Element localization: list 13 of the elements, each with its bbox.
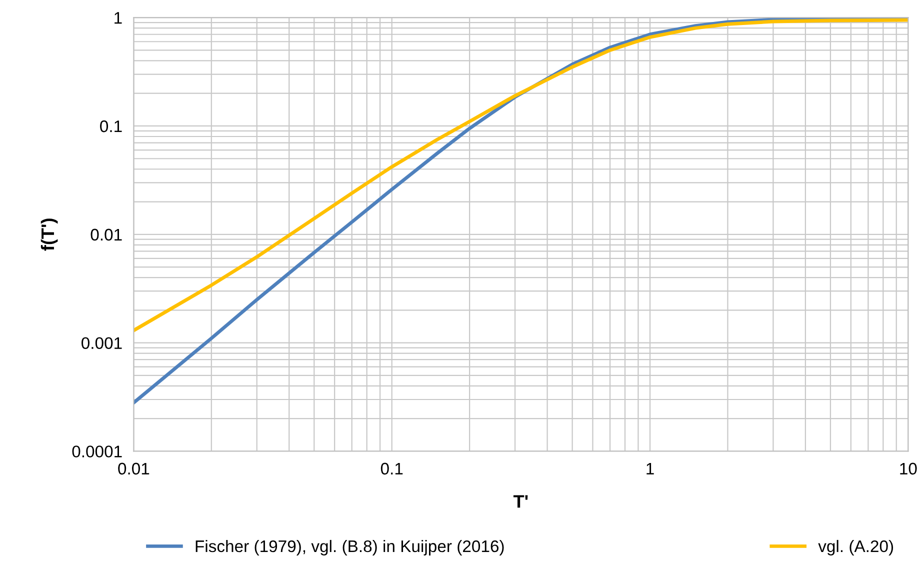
y-tick-label: 0.001: [82, 337, 122, 350]
x-tick-label: 0.01: [118, 462, 150, 475]
y-tick-label: 0.1: [100, 120, 122, 132]
y-tick-label: 1: [114, 12, 122, 24]
x-axis-title: T': [513, 495, 528, 508]
x-tick-label: 10: [900, 462, 917, 475]
legend-label: vgl. (A.20): [818, 540, 894, 556]
y-tick-label: 0.0001: [72, 446, 122, 458]
x-tick-label: 1: [646, 462, 654, 474]
y-axis-title: f(T'): [40, 218, 58, 251]
x-tick-label: 0.1: [380, 462, 403, 475]
y-tick-label: 0.01: [90, 228, 122, 241]
legend-label: Fischer (1979), vgl. (B.8) in Kuijper (2016): [196, 540, 504, 556]
